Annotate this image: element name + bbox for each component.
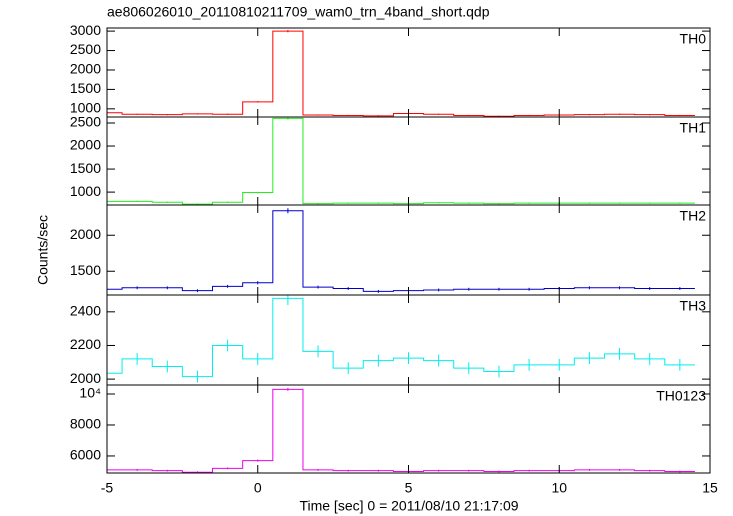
x-tick-label: 5 — [405, 480, 413, 496]
panel — [107, 29, 695, 117]
y-tick-label: 2000 — [70, 61, 101, 77]
panel-frame — [106, 204, 711, 296]
y-tick-label: 1500 — [70, 160, 101, 176]
y-tick-label: 10⁴ — [79, 385, 101, 401]
y-tick-label: 8000 — [70, 416, 101, 432]
x-tick-label: 15 — [702, 480, 718, 496]
x-tick-label: 10 — [551, 480, 567, 496]
y-axis-label: Counts/sec — [35, 215, 51, 285]
y-tick-label: 6000 — [70, 447, 101, 463]
y-tick-label: 3000 — [70, 22, 101, 38]
x-tick-label: -5 — [101, 480, 114, 496]
panel-label: TH1 — [680, 120, 707, 136]
step-line — [107, 30, 695, 117]
step-line — [107, 388, 695, 473]
y-tick-label: 2000 — [70, 370, 101, 386]
panel — [107, 208, 695, 293]
x-tick-label: 0 — [254, 480, 262, 496]
y-tick-label: 2400 — [70, 303, 101, 319]
panel-label: TH0 — [680, 31, 707, 47]
y-tick-label: 2200 — [70, 336, 101, 352]
y-tick-label: 2500 — [70, 41, 101, 57]
panel-label: TH2 — [680, 208, 707, 224]
panel-frame — [106, 384, 711, 474]
panel-frame — [106, 116, 711, 206]
panel — [107, 387, 695, 473]
panel-frame — [106, 27, 711, 118]
y-tick-label: 1500 — [70, 262, 101, 278]
step-line — [107, 297, 695, 378]
step-line — [107, 117, 695, 205]
y-tick-label: 1000 — [70, 100, 101, 116]
y-tick-label: 2500 — [70, 114, 101, 130]
y-tick-label: 1500 — [70, 80, 101, 96]
step-line — [107, 210, 695, 292]
panel-label: TH3 — [680, 298, 707, 314]
panel — [107, 295, 695, 383]
chart-title: ae806026010_20110810211709_wam0_trn_4ban… — [107, 4, 490, 20]
y-tick-label: 1000 — [70, 183, 101, 199]
x-axis-label: Time [sec] 0 = 2011/08/10 21:17:09 — [299, 498, 518, 514]
y-tick-label: 2000 — [70, 226, 101, 242]
y-tick-label: 2000 — [70, 137, 101, 153]
panel-label: TH0123 — [656, 388, 706, 404]
panel — [107, 117, 695, 205]
